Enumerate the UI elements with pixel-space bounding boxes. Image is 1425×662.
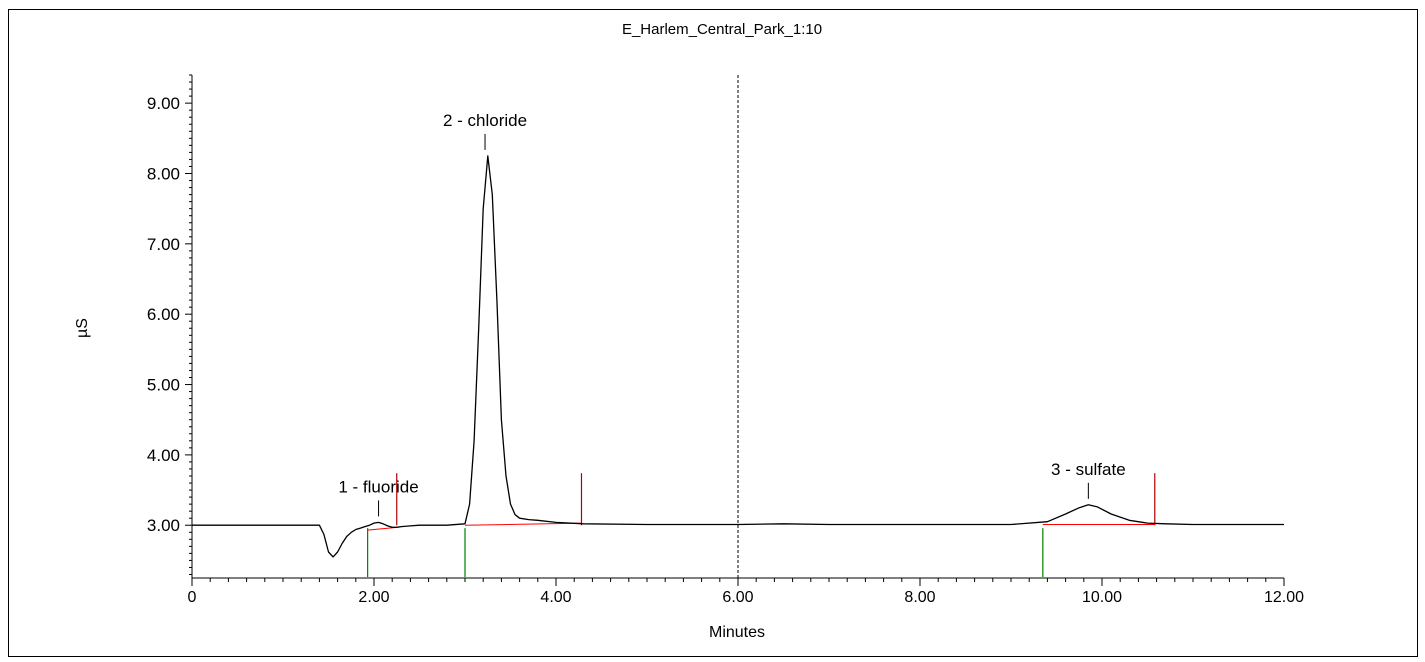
x-tick-label: 2.00 xyxy=(358,589,389,606)
y-axis-label: µS xyxy=(74,318,91,338)
x-tick-label: 12.00 xyxy=(1264,589,1304,606)
chromatogram-chart: E_Harlem_Central_Park_1:10 3.00 4.00 5.00 6… xyxy=(74,21,1304,641)
x-tick-label: 6.00 xyxy=(722,589,753,606)
peak-label: 2 - chloride xyxy=(443,111,527,130)
x-tick-label: 10.00 xyxy=(1082,589,1122,606)
y-tick-label: 8.00 xyxy=(147,164,180,183)
chart-title: E_Harlem_Central_Park_1:10 xyxy=(622,21,822,38)
y-tick-label: 5.00 xyxy=(147,376,180,395)
peak-label: 3 - sulfate xyxy=(1051,460,1126,479)
baseline-segment xyxy=(464,522,582,526)
y-tick-label: 6.00 xyxy=(147,305,180,324)
x-tick-label: 8.00 xyxy=(904,589,935,606)
y-tick-label: 9.00 xyxy=(147,94,180,113)
y-tick-label: 7.00 xyxy=(147,235,180,254)
chromatogram-frame: E_Harlem_Central_Park_1:10 3.00 4.00 5.00 6… xyxy=(8,9,1418,657)
y-tick-label: 4.00 xyxy=(147,446,180,465)
x-tick-label: 0 xyxy=(188,589,197,606)
x-axis-label: Minutes xyxy=(709,624,765,641)
peak-label: 1 - fluoride xyxy=(338,477,418,496)
chromatogram-trace xyxy=(192,155,1284,558)
y-tick-label: 3.00 xyxy=(147,516,180,535)
plot-area: 3.00 4.00 5.00 6.00 7.00 8.00 9.00 0 2.00 4.00 6.0… xyxy=(147,74,1304,606)
x-tick-label: 4.00 xyxy=(540,589,571,606)
